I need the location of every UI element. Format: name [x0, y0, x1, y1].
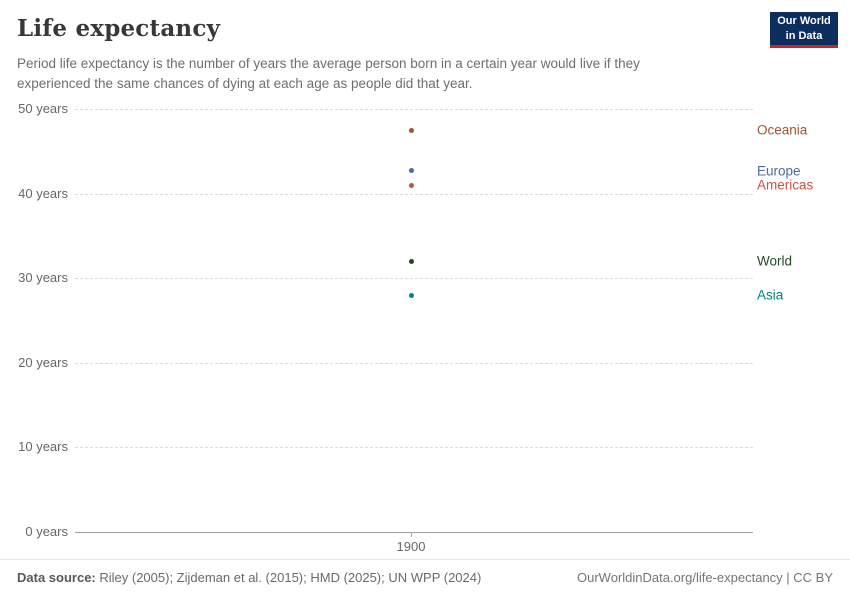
data-source-text: Riley (2005); Zijdeman et al. (2015); HM…	[95, 570, 482, 585]
y-axis-tick-label: 0 years	[25, 524, 68, 539]
series-label-oceania[interactable]: Oceania	[757, 122, 808, 138]
footer: Data source: Riley (2005); Zijdeman et a…	[0, 559, 850, 600]
page-title: Life expectancy	[17, 15, 221, 42]
gridline-30	[75, 278, 753, 280]
y-axis-tick-label: 40 years	[18, 185, 68, 201]
series-label-world[interactable]: World	[757, 253, 793, 269]
data-source-label: Data source:	[17, 570, 96, 585]
gridline-50	[75, 109, 753, 110]
y-axis-tick-label: 20 years	[18, 354, 68, 370]
gridline-10	[75, 447, 753, 449]
series-label-asia[interactable]: Asia	[757, 287, 784, 303]
data-point-asia[interactable]	[408, 292, 414, 298]
series-label-americas[interactable]: Americas	[757, 177, 814, 193]
attribution-text: OurWorldinData.org/life-expectancy | CC …	[576, 570, 833, 585]
gridline-40	[75, 193, 753, 195]
owid-logo[interactable]: Our World in Data	[770, 12, 838, 48]
x-axis-tick-mark	[411, 532, 412, 537]
data-point-europe[interactable]	[408, 168, 414, 174]
data-point-world[interactable]	[408, 258, 414, 264]
owid-logo-line2: in Data	[785, 30, 823, 42]
y-axis-tick-label: 30 years	[18, 270, 68, 286]
owid-logo-line1: Our World	[777, 15, 831, 27]
data-source-note: Data source: Riley (2005); Zijdeman et a…	[17, 570, 481, 585]
y-axis-tick-label: 10 years	[18, 439, 68, 455]
x-axis-tick-label: 1900	[396, 539, 426, 554]
chart-subtitle: Period life expectancy is the number of …	[17, 56, 640, 91]
gridline-0	[75, 532, 753, 533]
series-label-europe[interactable]: Europe	[757, 163, 801, 179]
data-point-americas[interactable]	[408, 182, 414, 188]
y-axis-tick-label: 50 years	[18, 101, 68, 116]
gridline-20	[75, 362, 753, 364]
data-point-oceania[interactable]	[408, 127, 414, 133]
